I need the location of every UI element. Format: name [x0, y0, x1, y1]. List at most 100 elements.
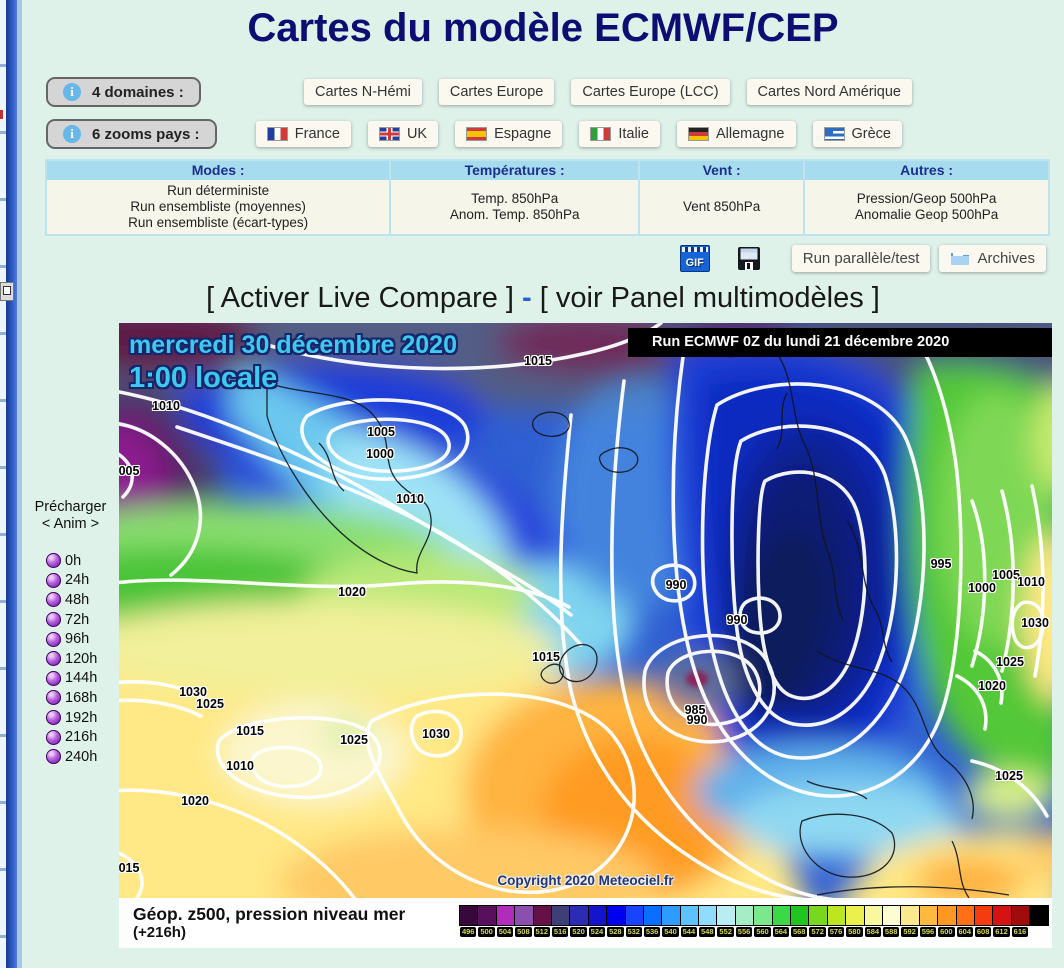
pressure-label: 1025 — [996, 655, 1024, 669]
hour-link[interactable]: 216h — [22, 727, 119, 747]
main-area: Précharger < Anim > 0h 24h — [22, 323, 1064, 948]
save-icon[interactable] — [737, 246, 760, 270]
mode-link[interactable]: Run ensembliste (écart-types) — [128, 215, 309, 230]
pressure-label: 1015 — [236, 724, 264, 738]
zooms-row: i 6 zooms pays : France UK Espagne — [22, 117, 1064, 151]
legend-value: 572 — [809, 927, 826, 937]
legend-swatch — [569, 905, 588, 926]
legend-value: 500 — [478, 927, 495, 937]
domains-row: i 4 domaines : Cartes N-Hémi Cartes Euro… — [22, 75, 1064, 109]
hour-link[interactable]: 48h — [22, 590, 119, 610]
hour-label: 144h — [65, 670, 98, 687]
hour-bullet-icon — [46, 710, 61, 726]
map-legend: Géop. z500, pression niveau mer (+216h) … — [119, 898, 1052, 948]
temperatures-column: Températures : Temp. 850hPa Anom. Temp. 8… — [391, 161, 641, 234]
mode-link[interactable]: Run ensembliste (moyennes) — [130, 199, 306, 214]
legend-value: 580 — [846, 927, 863, 937]
legend-cell: 548 — [698, 905, 717, 937]
autres-link[interactable]: Anomalie Geop 500hPa — [854, 207, 999, 222]
pressure-label: 1025 — [196, 697, 224, 711]
hour-bullet-icon — [46, 553, 61, 569]
run-parallel-button[interactable]: Run parallèle/test — [791, 244, 931, 272]
vent-link[interactable]: Vent 850hPa — [682, 199, 761, 214]
hour-link[interactable]: 192h — [22, 708, 119, 728]
column-header: Modes : — [47, 161, 390, 180]
hour-link[interactable]: 240h — [22, 747, 119, 767]
mode-link[interactable]: Run déterministe — [167, 183, 270, 198]
legend-swatch — [790, 905, 809, 926]
gif-animation-icon[interactable]: GIF — [679, 244, 710, 272]
pressure-label: 1030 — [179, 685, 207, 699]
vent-column: Vent : Vent 850hPa — [640, 161, 806, 234]
hour-link[interactable]: 96h — [22, 629, 119, 649]
country-button[interactable]: Espagne — [455, 121, 563, 147]
legend-swatch — [734, 905, 754, 926]
legend-cell: 500 — [477, 905, 496, 937]
legend-value: 592 — [901, 927, 918, 937]
country-button[interactable]: Grèce — [812, 121, 902, 147]
pressure-label: 1010 — [396, 492, 424, 506]
legend-value: 604 — [956, 927, 973, 937]
country-button-label: Espagne — [494, 126, 552, 142]
legend-swatch — [900, 905, 919, 926]
country-button[interactable]: UK — [367, 121, 439, 147]
hour-link[interactable]: 144h — [22, 669, 119, 689]
hour-link[interactable]: 0h — [22, 551, 119, 571]
legend-swatch — [550, 905, 570, 926]
pressure-label: 995 — [930, 557, 952, 571]
pressure-label: 1020 — [181, 794, 209, 808]
window-restore-icon[interactable] — [0, 282, 14, 301]
domain-button-label: Cartes Europe — [449, 84, 544, 100]
legend-swatch — [661, 905, 680, 926]
legend-swatch — [679, 905, 699, 926]
country-button[interactable]: France — [255, 121, 351, 147]
hour-label: 0h — [65, 552, 82, 569]
pressure-label: 1005 — [992, 568, 1020, 582]
legend-swatch — [514, 905, 533, 926]
legend-swatch — [698, 905, 717, 926]
hour-label: 120h — [65, 650, 98, 667]
domain-button[interactable]: Cartes Europe (LCC) — [571, 79, 730, 105]
map-date-overlay: mercredi 30 décembre 2020 1:00 locale — [129, 331, 457, 395]
legend-swatch — [532, 905, 551, 926]
archives-button[interactable]: Archives — [939, 244, 1046, 272]
domain-button[interactable]: Cartes Nord Amérique — [746, 79, 912, 105]
hour-link[interactable]: 72h — [22, 610, 119, 630]
legend-value: 584 — [864, 927, 881, 937]
domain-button[interactable]: Cartes N-Hémi — [303, 79, 422, 105]
legend-cell: 552 — [716, 905, 735, 937]
vent-links: Vent 850hPa — [640, 180, 803, 234]
country-button-label: Grèce — [851, 126, 892, 142]
legend-value: 528 — [607, 927, 624, 937]
zooms-info-button[interactable]: i 6 zooms pays : — [46, 119, 217, 149]
pressure-label: 1015 — [532, 650, 560, 664]
autres-link[interactable]: Pression/Geop 500hPa — [856, 191, 997, 206]
hour-label: 216h — [65, 729, 98, 746]
legend-swatch — [771, 905, 791, 926]
temperature-link[interactable]: Temp. 850hPa — [471, 191, 559, 206]
anim-link[interactable]: < Anim > — [41, 516, 100, 532]
weather-map-image — [119, 323, 1052, 898]
hour-link[interactable]: 120h — [22, 649, 119, 669]
activer-live-compare-link[interactable]: [ Activer Live Compare ] — [206, 282, 514, 314]
legend-value: 496 — [460, 927, 477, 937]
legend-swatch — [808, 905, 827, 926]
modes-links: Run déterministe Run ensembliste (moyenne… — [47, 180, 389, 234]
legend-cell: 524 — [587, 905, 607, 937]
legend-cell: 560 — [753, 905, 772, 937]
pressure-label: 1025 — [340, 733, 368, 747]
domain-button[interactable]: Cartes Europe — [438, 79, 555, 105]
domains-info-button[interactable]: i 4 domaines : — [46, 77, 201, 107]
legend-subtitle: (+216h) — [133, 924, 186, 941]
legend-swatch — [845, 905, 864, 926]
panel-multimodeles-link[interactable]: [ voir Panel multimodèles ] — [539, 282, 880, 314]
hour-link[interactable]: 168h — [22, 688, 119, 708]
country-button[interactable]: Allemagne — [676, 121, 796, 147]
hour-label: 96h — [65, 631, 90, 648]
hour-link[interactable]: 24h — [22, 571, 119, 591]
legend-value: 508 — [515, 927, 532, 937]
hour-label: 72h — [65, 611, 90, 628]
country-button[interactable]: Italie — [579, 121, 660, 147]
temperature-link[interactable]: Anom. Temp. 850hPa — [449, 207, 580, 222]
precharger-label[interactable]: Précharger — [34, 499, 107, 515]
